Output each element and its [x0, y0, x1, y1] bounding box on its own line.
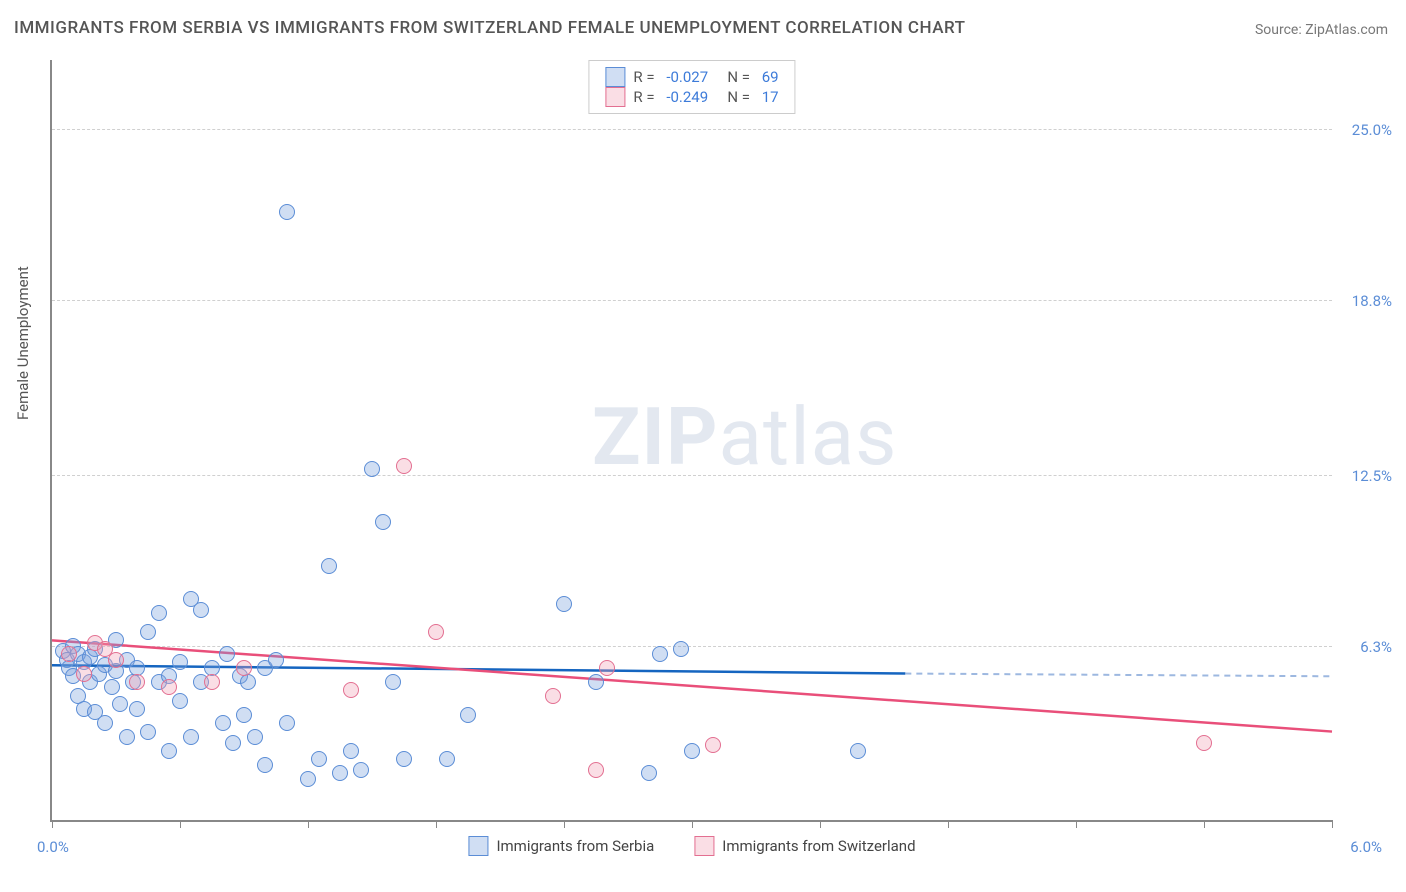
- correlation-legend: R = -0.027 N = 69R = -0.249 N = 17: [588, 60, 795, 114]
- data-point: [172, 654, 188, 670]
- data-point: [300, 771, 316, 787]
- data-point: [385, 674, 401, 690]
- data-point: [321, 558, 337, 574]
- data-point: [343, 743, 359, 759]
- legend-stat-row: R = -0.027 N = 69: [605, 67, 778, 87]
- y-tick-label: 25.0%: [1352, 121, 1392, 139]
- data-point: [545, 688, 561, 704]
- x-tick: [308, 820, 309, 828]
- data-point: [343, 682, 359, 698]
- source-attribution: Source: ZipAtlas.com: [1255, 22, 1388, 38]
- data-point: [183, 729, 199, 745]
- data-point: [641, 765, 657, 781]
- x-tick: [52, 820, 53, 828]
- data-point: [364, 461, 380, 477]
- scatter-chart: ZIPatlas 6.3%12.5%18.8%25.0% R = -0.027 …: [50, 60, 1332, 822]
- y-axis-label: Female Unemployment: [14, 266, 32, 420]
- chart-title: IMMIGRANTS FROM SERBIA VS IMMIGRANTS FRO…: [14, 18, 965, 38]
- y-tick-label: 12.5%: [1352, 467, 1392, 485]
- data-point: [428, 624, 444, 640]
- data-point: [396, 458, 412, 474]
- y-tick-label: 6.3%: [1360, 638, 1392, 656]
- data-point: [76, 666, 92, 682]
- data-point: [588, 674, 604, 690]
- data-point: [599, 660, 615, 676]
- data-point: [439, 751, 455, 767]
- x-tick: [436, 820, 437, 828]
- series-legend: Immigrants from Serbia Immigrants from Sw…: [468, 836, 915, 856]
- legend-series-item: Immigrants from Switzerland: [694, 836, 915, 856]
- data-point: [204, 674, 220, 690]
- data-point: [129, 674, 145, 690]
- data-point: [236, 707, 252, 723]
- data-point: [151, 605, 167, 621]
- x-axis-min-label: 0.0%: [37, 838, 69, 856]
- data-point: [119, 729, 135, 745]
- x-tick: [180, 820, 181, 828]
- legend-stat-row: R = -0.249 N = 17: [605, 87, 778, 107]
- data-point: [193, 602, 209, 618]
- data-point: [236, 660, 252, 676]
- data-point: [140, 724, 156, 740]
- data-point: [104, 679, 120, 695]
- x-tick: [1204, 820, 1205, 828]
- data-point: [161, 679, 177, 695]
- data-point: [588, 762, 604, 778]
- data-point: [673, 641, 689, 657]
- data-point: [332, 765, 348, 781]
- data-point: [684, 743, 700, 759]
- data-point: [219, 646, 235, 662]
- data-point: [353, 762, 369, 778]
- x-tick: [1332, 820, 1333, 828]
- data-point: [257, 757, 273, 773]
- data-point: [172, 693, 188, 709]
- data-point: [129, 701, 145, 717]
- data-point: [279, 715, 295, 731]
- x-tick: [692, 820, 693, 828]
- legend-series-item: Immigrants from Serbia: [468, 836, 654, 856]
- data-point: [140, 624, 156, 640]
- data-point: [311, 751, 327, 767]
- data-point: [705, 737, 721, 753]
- data-point: [460, 707, 476, 723]
- x-tick: [564, 820, 565, 828]
- data-point: [247, 729, 263, 745]
- data-point: [279, 204, 295, 220]
- x-tick: [1076, 820, 1077, 828]
- data-point: [375, 514, 391, 530]
- data-point: [1196, 735, 1212, 751]
- data-point: [215, 715, 231, 731]
- x-tick: [820, 820, 821, 828]
- data-point: [396, 751, 412, 767]
- source-link[interactable]: ZipAtlas.com: [1305, 22, 1388, 38]
- y-tick-label: 18.8%: [1352, 292, 1392, 310]
- data-point: [240, 674, 256, 690]
- data-point: [850, 743, 866, 759]
- data-point: [108, 652, 124, 668]
- x-tick: [948, 820, 949, 828]
- data-point: [652, 646, 668, 662]
- data-point: [556, 596, 572, 612]
- data-point: [225, 735, 241, 751]
- data-point: [61, 646, 77, 662]
- data-point: [268, 652, 284, 668]
- data-point: [97, 715, 113, 731]
- x-axis-max-label: 6.0%: [1350, 838, 1382, 856]
- data-point: [112, 696, 128, 712]
- data-point: [161, 743, 177, 759]
